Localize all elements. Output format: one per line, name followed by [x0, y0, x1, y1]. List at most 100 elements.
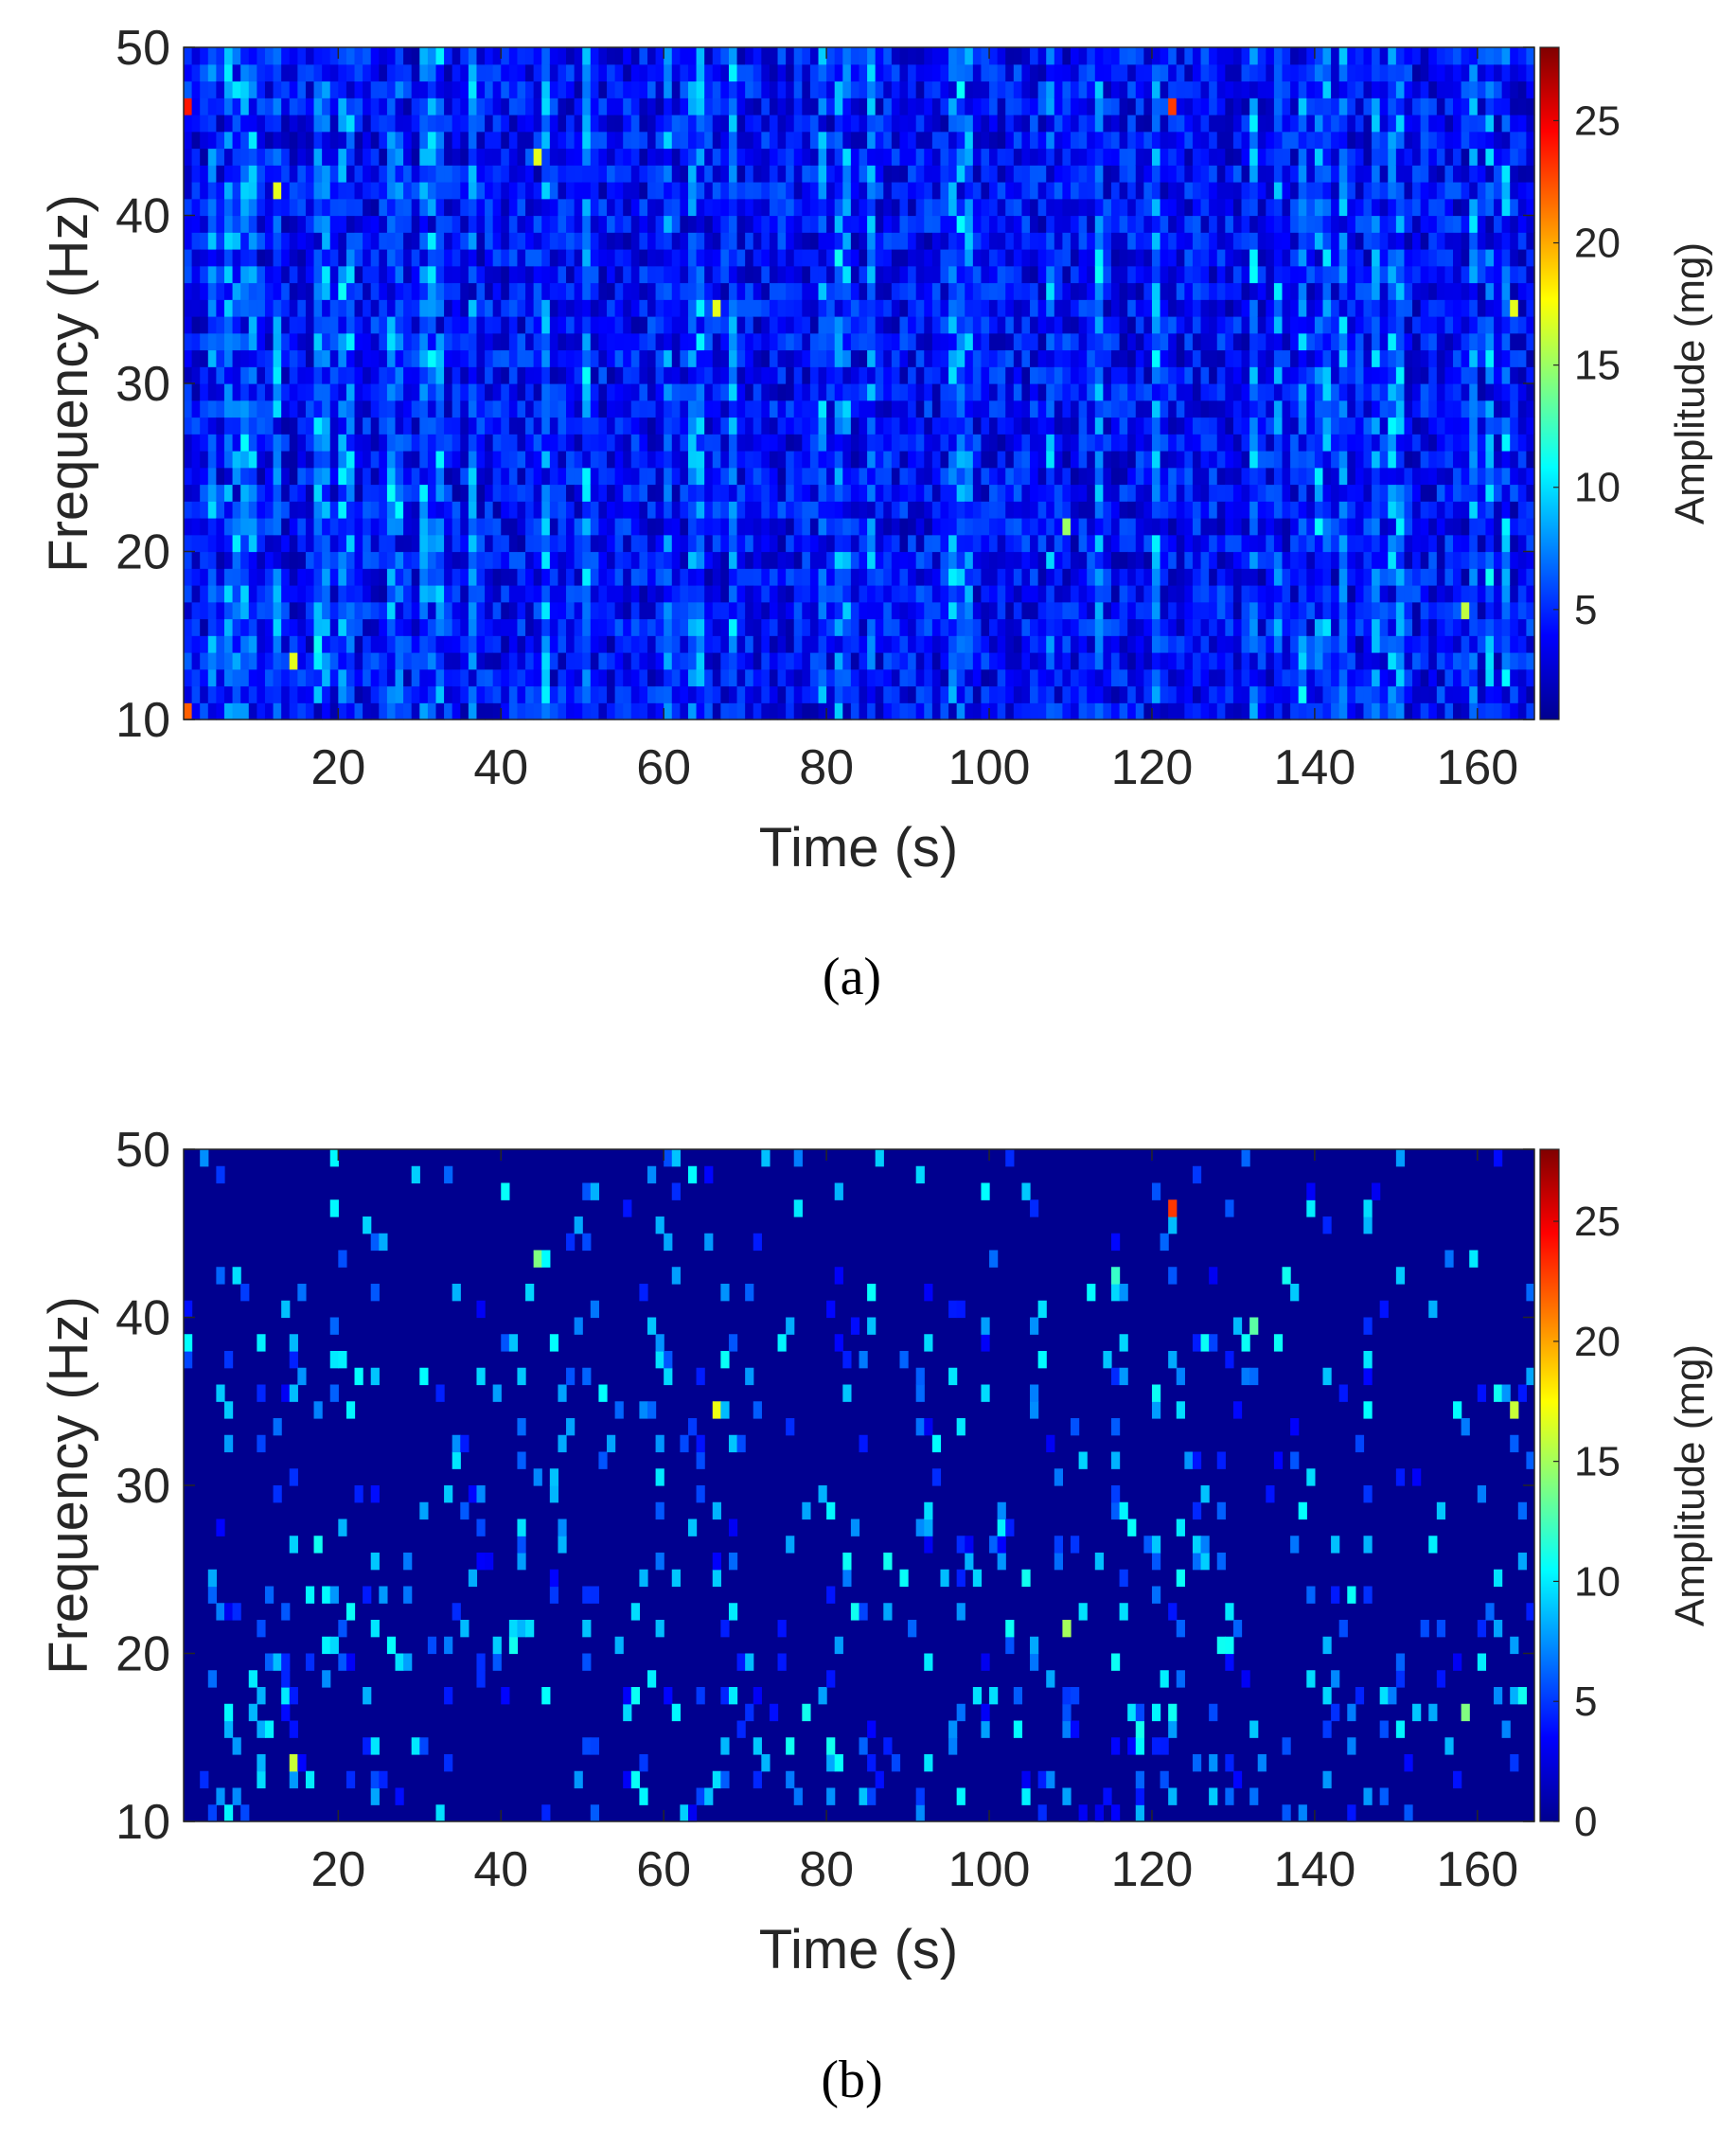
heatmap-cell: [232, 249, 241, 267]
heatmap-cell: [329, 568, 339, 586]
heatmap-cell: [558, 332, 567, 351]
heatmap-cell: [468, 400, 478, 418]
heatmap-cell: [908, 63, 917, 82]
heatmap-cell: [989, 249, 999, 267]
heatmap-cell: [305, 215, 315, 233]
heatmap-cell: [745, 518, 754, 536]
heatmap-cell: [704, 182, 714, 200]
heatmap-cell: [891, 585, 901, 603]
heatmap-cell: [517, 366, 526, 384]
heatmap-cell: [875, 232, 884, 250]
heatmap-cell: [809, 349, 820, 367]
heatmap-cell: [931, 467, 942, 486]
heatmap-cell: [1143, 601, 1153, 620]
heatmap-cell: [419, 165, 429, 183]
heatmap-cell: [207, 585, 217, 603]
heatmap-cell: [753, 299, 762, 317]
heatmap-cell: [630, 568, 640, 586]
heatmap-cell: [965, 249, 974, 267]
heatmap-cell: [395, 80, 404, 98]
heatmap-cell: [931, 182, 942, 200]
heatmap-cell: [207, 131, 217, 150]
heatmap-cell: [363, 131, 372, 150]
heatmap-cell: [1005, 652, 1015, 670]
heatmap-cell: [558, 98, 567, 115]
heatmap-cell: [1071, 534, 1080, 553]
heatmap-cell: [1078, 668, 1088, 687]
heatmap-cell: [598, 63, 608, 82]
heatmap-cell: [769, 148, 779, 166]
heatmap-cell: [1168, 63, 1178, 82]
heatmap-cell: [248, 417, 257, 435]
heatmap-cell: [761, 434, 771, 452]
heatmap-cell: [809, 601, 820, 620]
heatmap-cell: [460, 484, 469, 502]
heatmap-cell: [802, 601, 811, 620]
heatmap-cell: [345, 601, 356, 620]
heatmap-cell: [517, 215, 526, 233]
heatmap-cell: [223, 702, 234, 720]
heatmap-cell: [549, 434, 559, 452]
heatmap-cell: [379, 299, 388, 317]
heatmap-cell: [867, 215, 877, 233]
heatmap-cell: [850, 182, 860, 200]
heatmap-cell: [924, 534, 933, 553]
heatmap-cell: [395, 618, 404, 636]
heatmap-cell: [1078, 148, 1088, 166]
heatmap-cell: [802, 685, 811, 703]
heatmap-cell: [875, 551, 884, 569]
heatmap-cell: [777, 652, 787, 670]
heatmap-cell: [533, 249, 542, 267]
heatmap-cell: [558, 518, 567, 536]
heatmap-cell: [712, 63, 721, 82]
heatmap-cell: [924, 501, 933, 519]
heatmap-cell: [184, 702, 193, 720]
heatmap-cell: [981, 668, 990, 687]
heatmap-cell: [639, 417, 648, 435]
heatmap-cell: [395, 265, 404, 284]
heatmap-cell: [370, 601, 380, 620]
heatmap-cell: [671, 484, 681, 502]
heatmap-cell: [207, 165, 217, 183]
heatmap-cell: [207, 80, 217, 98]
heatmap-cell: [1094, 635, 1104, 653]
heatmap-cell: [419, 383, 429, 401]
heatmap-cell: [736, 332, 746, 351]
heatmap-cell: [289, 685, 298, 703]
heatmap-cell: [1046, 702, 1055, 720]
heatmap-cell: [517, 685, 526, 703]
heatmap-cell: [809, 383, 820, 401]
heatmap-cell: [940, 63, 949, 82]
heatmap-cell: [956, 467, 965, 486]
heatmap-cell: [931, 215, 942, 233]
heatmap-cell: [574, 366, 583, 384]
heatmap-cell: [859, 349, 868, 367]
heatmap-cell: [370, 265, 380, 284]
heatmap-cell: [460, 568, 469, 586]
heatmap-cell: [728, 98, 738, 115]
heatmap-cell: [232, 417, 241, 435]
heatmap-cell: [1037, 115, 1047, 133]
heatmap-cell: [1184, 332, 1194, 351]
heatmap-cell: [859, 685, 868, 703]
heatmap-cell: [818, 668, 827, 687]
heatmap-cell: [850, 165, 860, 183]
heatmap-cell: [1013, 349, 1023, 367]
heatmap-cell: [736, 568, 746, 586]
heatmap-cell: [248, 349, 257, 367]
heatmap-cell: [1078, 383, 1088, 401]
heatmap-cell: [354, 652, 363, 670]
heatmap-cell: [761, 518, 771, 536]
heatmap-cell: [745, 585, 754, 603]
heatmap-cell: [1119, 332, 1128, 351]
heatmap-cell: [240, 115, 250, 133]
heatmap-cell: [386, 501, 397, 519]
heatmap-cell: [533, 80, 542, 98]
heatmap-cell: [1021, 182, 1031, 200]
heatmap-cell: [1094, 501, 1104, 519]
heatmap-cell: [630, 182, 640, 200]
heatmap-cell: [1013, 366, 1023, 384]
heatmap-cell: [728, 282, 738, 300]
heatmap-cell: [207, 551, 217, 569]
heatmap-cell: [753, 265, 762, 284]
